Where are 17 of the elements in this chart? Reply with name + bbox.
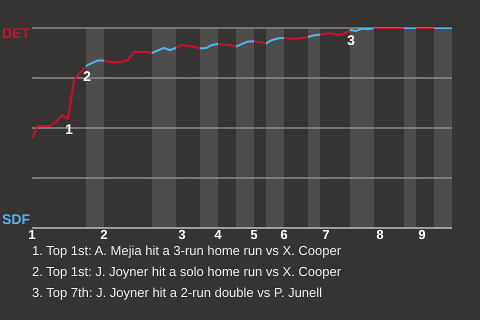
x-tick-label: 9 bbox=[418, 227, 426, 242]
text: 3. Top 7th: J. Joyner hit a 2-run double vs P. Junell bbox=[32, 284, 324, 302]
x-tick-label: 7 bbox=[322, 227, 330, 242]
x-tick-label: 2 bbox=[100, 227, 108, 242]
x-tick-label: 3 bbox=[178, 227, 186, 242]
annotation: 1 bbox=[65, 121, 74, 137]
x-tick-label: 5 bbox=[250, 227, 258, 242]
text: DET bbox=[2, 25, 30, 41]
text: 1. Top 1st: A. Mejia hit a 3-run home run vs X. Cooper bbox=[32, 243, 342, 258]
text: 2. Top 1st: J. Joyner hit a solo home run vs X. Cooper bbox=[32, 263, 342, 281]
x-tick-label: 8 bbox=[376, 227, 384, 242]
x-tick-label: 1 bbox=[28, 227, 36, 242]
x-tick-label: 4 bbox=[214, 227, 222, 242]
annotation: 2 bbox=[83, 68, 92, 84]
text: SDF bbox=[2, 211, 30, 227]
annotation: 3 bbox=[347, 32, 356, 48]
x-tick-label: 6 bbox=[280, 227, 288, 242]
